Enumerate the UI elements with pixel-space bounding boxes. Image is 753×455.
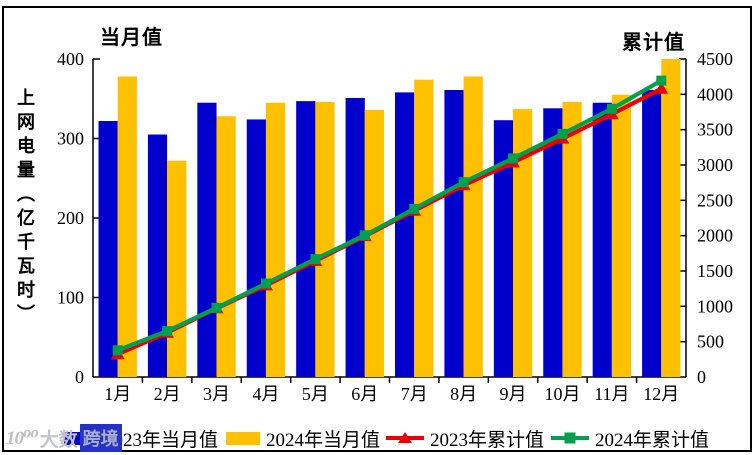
bar-2024年当月值-10月 [562, 101, 582, 378]
square-marker-6月 [359, 230, 370, 241]
right-axis-tick-label: 3500 [697, 120, 733, 140]
bar-2024年当月值-3月 [216, 116, 236, 378]
left-axis-tick-label: 0 [75, 367, 84, 387]
bar-2024年当月值-7月 [414, 79, 434, 378]
square-marker-1月 [112, 345, 123, 356]
x-axis-category-label: 12月 [643, 384, 679, 404]
left-axis-top-title: 当月值 [100, 27, 163, 49]
x-axis-category-label: 11月 [594, 384, 629, 404]
legend-item-2023-cumulative: 2023年累计值 [386, 428, 544, 451]
right-axis-tick-label: 4500 [697, 49, 733, 69]
left-axis-title: 上网电量（亿千瓦时） [15, 88, 35, 328]
bar-2023年当月值-7月 [395, 92, 415, 377]
x-axis-category-label: 9月 [500, 384, 527, 404]
bar-2024年当月值-5月 [315, 101, 335, 378]
left-axis-tick-label: 300 [57, 129, 84, 149]
x-axis-category-label: 4月 [252, 384, 279, 404]
bar-2024年当月值-6月 [364, 109, 384, 377]
bar-2023年当月值-2月 [147, 134, 168, 377]
right-axis-tick-label: 1000 [697, 296, 733, 316]
square-marker-9月 [508, 153, 518, 164]
triangle-marker-12月 [654, 82, 669, 94]
bar-2024年当月值-1月 [117, 76, 137, 378]
bar-2023年当月值-1月 [98, 121, 118, 377]
square-marker-12月 [656, 75, 667, 86]
bar-2023年当月值-12月 [642, 90, 662, 377]
square-marker-7月 [409, 203, 420, 214]
square-marker-5月 [310, 254, 321, 265]
watermark-boxed-text: 跨境 [79, 424, 122, 452]
bar-2024年当月值-4月 [265, 102, 286, 377]
x-axis-category-label: 10月 [544, 384, 580, 404]
right-axis-tick-label: 2000 [697, 226, 733, 246]
legend-line-square-marker [551, 436, 589, 440]
x-axis-category-label: 2月 [154, 384, 181, 404]
bar-2023年当月值-4月 [246, 119, 266, 378]
line-2024年累计值 [116, 78, 663, 353]
legend-line-triangle-marker [386, 436, 424, 440]
watermark: 10⁰⁰ 大数 跨境 [6, 424, 122, 452]
x-axis-category-label: 5月 [302, 384, 329, 404]
right-axis-tick-label: 4000 [697, 84, 733, 104]
bar-2023年当月值-10月 [543, 108, 563, 377]
square-marker-8月 [458, 177, 469, 188]
bar-2024年当月值-9月 [513, 109, 533, 377]
x-axis-category-label: 6月 [351, 384, 378, 404]
square-marker-11月 [606, 103, 617, 114]
right-axis-tick-label: 0 [697, 367, 706, 387]
bar-2024年当月值-11月 [611, 94, 632, 377]
bar-2023年当月值-3月 [197, 102, 217, 377]
bar-2024年当月值-2月 [167, 160, 187, 377]
left-axis-tick-label: 200 [57, 208, 84, 228]
right-axis-tick-label: 3000 [697, 155, 733, 175]
x-axis-category-label: 1月 [104, 384, 131, 404]
bar-2023年当月值-5月 [296, 101, 316, 377]
bar-2024年当月值-8月 [463, 76, 483, 378]
right-axis-top-title: 累计值 [622, 32, 685, 54]
right-axis-tick-label: 2500 [697, 190, 733, 210]
legend-item-2024-monthly: 2024年当月值 [226, 428, 380, 451]
right-axis-tick-label: 1500 [697, 261, 733, 281]
legend-label: 2024年当月值 [266, 429, 381, 451]
watermark-text: 大数 [39, 429, 78, 451]
square-marker-4月 [261, 278, 271, 289]
x-axis-category-label: 7月 [401, 384, 428, 404]
x-axis-category-label: 8月 [450, 384, 477, 404]
bar-2023年当月值-6月 [345, 97, 365, 378]
left-axis-tick-label: 100 [57, 288, 84, 308]
square-marker-3月 [211, 302, 222, 313]
left-axis-tick-label: 400 [57, 49, 84, 69]
legend-label: 2023年累计值 [430, 429, 545, 451]
square-marker-10月 [557, 128, 568, 139]
legend-label: 2024年累计值 [595, 429, 710, 451]
bar-2024年当月值-12月 [661, 59, 681, 377]
legend-swatch-2024-monthly [226, 431, 260, 445]
square-marker-2月 [162, 326, 173, 337]
bar-2023年当月值-9月 [493, 120, 514, 378]
watermark-logo-icon: 10⁰⁰ [6, 427, 39, 449]
right-axis-tick-label: 500 [697, 332, 724, 352]
x-axis-category-label: 3月 [203, 384, 230, 404]
bar-2023年当月值-8月 [444, 90, 464, 377]
legend-item-2024-cumulative: 2024年累计值 [551, 428, 709, 451]
bar-2023年当月值-11月 [592, 102, 612, 377]
legend-label: 2023年当月值 [104, 429, 219, 451]
